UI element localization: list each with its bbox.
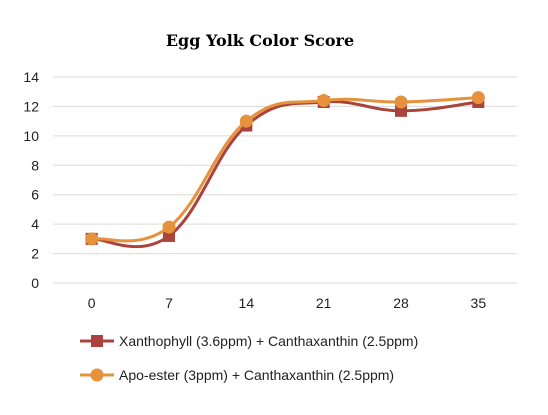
series-line-1 [91,100,479,249]
x-tick-label: 0 [88,295,96,311]
y-axis: 0 2 4 6 8 10 12 14 [23,69,39,291]
data-point-circle [317,94,331,108]
grid-lines [53,76,517,284]
y-tick-label: 8 [31,157,39,173]
x-tick-label: 7 [165,295,173,311]
legend-marker-square [91,335,103,347]
legend-label-2: Apo-ester (3ppm) + Canthaxanthin (2.5ppm… [119,367,394,383]
data-point-circle [471,91,485,105]
legend: Xanthophyll (3.6ppm) + Canthaxanthin (2.… [80,333,418,383]
data-point-circle [239,114,253,128]
x-axis: 0 7 14 21 28 35 [88,295,487,311]
data-point-circle [394,95,408,109]
y-tick-label: 10 [23,128,39,144]
x-tick-label: 21 [316,295,332,311]
x-tick-label: 14 [239,295,255,311]
y-tick-label: 12 [23,98,39,114]
legend-label-1: Xanthophyll (3.6ppm) + Canthaxanthin (2.… [119,333,418,349]
chart-title: Egg Yolk Color Score [166,31,354,50]
y-tick-label: 2 [31,246,39,262]
y-tick-label: 4 [31,216,39,232]
series-line-2 [91,96,479,243]
data-point-square [163,229,175,242]
data-point-circle [162,220,176,234]
data-point-circle [85,232,99,246]
data-point-square [395,104,407,117]
x-tick-label: 35 [471,295,487,311]
y-tick-label: 14 [23,69,39,85]
legend-marker-circle [90,368,104,382]
series-group [85,91,485,249]
x-tick-label: 28 [393,295,409,311]
y-tick-label: 0 [31,275,39,291]
y-tick-label: 6 [31,187,39,203]
